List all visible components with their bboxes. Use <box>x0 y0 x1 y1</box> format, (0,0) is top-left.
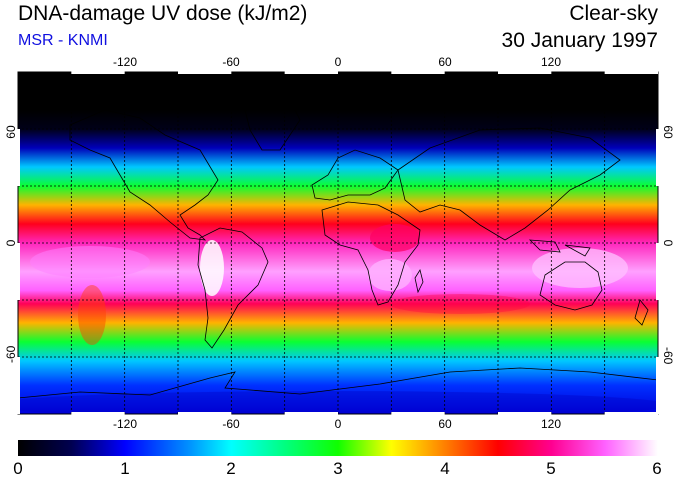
lon-label-top: -120 <box>112 55 138 69</box>
lat-label-right: -60 <box>661 347 675 365</box>
africa-coast <box>321 201 421 306</box>
colorbar-label: 1 <box>120 459 130 478</box>
lon-label-top: 0 <box>334 55 342 69</box>
frame-segment <box>17 357 20 414</box>
frame-segment <box>284 412 338 415</box>
australia-high-uv <box>532 248 628 288</box>
lat-label-right: 0 <box>661 239 675 247</box>
north-america-coast <box>69 109 219 241</box>
frame-segment <box>391 412 445 415</box>
colorbar-label: 6 <box>652 459 662 478</box>
lon-label-bottom: 60 <box>438 417 452 431</box>
frame-segment <box>178 412 232 415</box>
lon-label-bottom: 120 <box>540 417 562 431</box>
frame-segment <box>656 129 659 186</box>
date-label: 30 January 1997 <box>501 29 658 52</box>
frame-segment <box>284 71 338 74</box>
graticule <box>18 72 658 414</box>
frame-ticks <box>17 71 659 415</box>
frame-segment <box>178 71 232 74</box>
lon-label-top: 120 <box>540 55 562 69</box>
pacific-cloud-ridge <box>78 285 106 345</box>
frame-segment <box>71 71 125 74</box>
lon-label-bottom: 0 <box>334 417 342 431</box>
colorbar-label: 4 <box>440 459 450 478</box>
frame-segment <box>498 412 552 415</box>
frame-segment <box>17 129 20 186</box>
lon-label-top: 60 <box>438 55 452 69</box>
frame-segment <box>656 357 659 414</box>
frame-segment <box>656 243 659 300</box>
lat-label-left: -60 <box>4 345 18 363</box>
ocean-cloud-band <box>390 294 530 314</box>
colorbar <box>18 440 658 456</box>
colorbar-label: 2 <box>226 459 236 478</box>
frame-segment <box>604 412 658 415</box>
antarctica-coast <box>18 367 658 399</box>
frame-segment <box>498 71 552 74</box>
colorbar-label: 3 <box>333 459 343 478</box>
lon-label-top: -60 <box>222 55 240 69</box>
pacific-high-uv <box>30 246 150 278</box>
lon-label-bottom: -60 <box>222 417 240 431</box>
andes-high-uv <box>200 240 224 296</box>
europe-coast <box>311 149 399 201</box>
colorbar-label: 5 <box>546 459 556 478</box>
lat-label-left: 0 <box>4 239 18 247</box>
frame-segment <box>17 243 20 300</box>
map-title: DNA-damage UV dose (kJ/m2) <box>18 2 308 25</box>
new-zealand-coast <box>634 299 649 326</box>
lat-label-left: 60 <box>4 125 18 139</box>
sahara-high-uv <box>370 224 420 252</box>
source-label: MSR - KNMI <box>18 32 108 49</box>
madagascar-coast <box>414 268 424 294</box>
frame-segment <box>391 71 445 74</box>
frame-segment <box>604 71 658 74</box>
frame-segment <box>71 412 125 415</box>
southeast-asia-islands <box>528 239 591 257</box>
lat-label-right: 60 <box>661 125 675 139</box>
greenland-coast <box>244 99 301 151</box>
sky-condition-label: Clear-sky <box>569 2 658 25</box>
lon-label-bottom: -120 <box>112 417 138 431</box>
colorbar-label: 0 <box>13 459 23 478</box>
africa-south-high-uv <box>368 259 412 291</box>
